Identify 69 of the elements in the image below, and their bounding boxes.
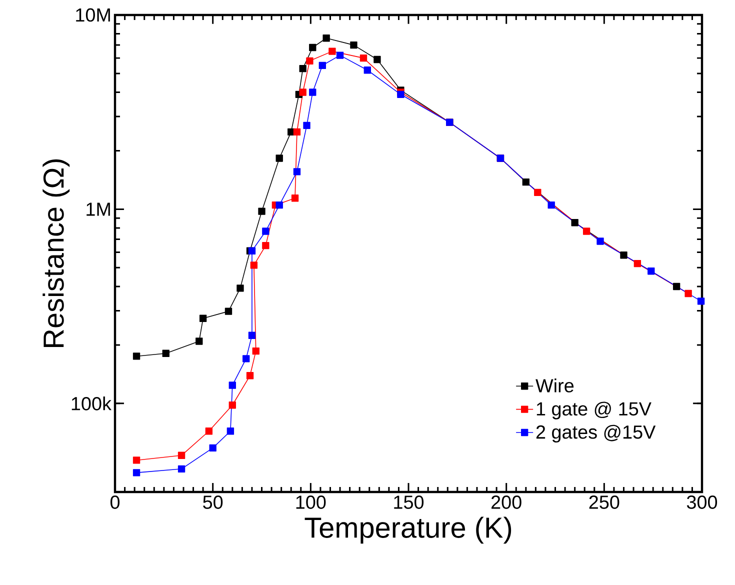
point [634,260,642,268]
x-axis-title: Temperature (K) [304,516,512,544]
point [571,219,578,226]
point [246,372,254,380]
y-tick-label: 1M [86,202,110,216]
x-tick-label: 300 [686,495,718,509]
point [684,290,692,298]
legend-label: 2 gates @15V [536,424,656,443]
point [199,314,207,322]
point [620,252,628,259]
x-tick-label: 0 [110,495,120,509]
x-tick-label: 50 [203,495,223,509]
point [250,262,258,269]
point [132,469,140,476]
point [293,128,301,136]
point [178,452,186,459]
point [224,308,232,315]
point [309,44,316,52]
point [328,48,336,55]
point [236,284,244,292]
point [276,154,283,162]
point [242,355,250,362]
point [196,338,203,345]
point [262,242,270,250]
point [374,56,381,64]
point [205,428,213,435]
point [697,298,705,305]
point [322,34,330,42]
point [303,122,310,130]
point [228,402,236,409]
point [596,238,604,245]
point [309,88,316,96]
legend-label: Wire [536,378,574,392]
point [276,201,283,209]
legend-label: 1 gate @ 15V [536,402,652,420]
x-tick-label: 200 [492,495,522,509]
point [299,88,306,96]
point [299,64,306,72]
point [318,62,326,69]
point [648,268,655,275]
x-tick-label: 250 [589,495,620,509]
y-tick-label: 10M [76,8,110,22]
point [132,352,140,360]
point [178,465,186,473]
point [258,208,266,215]
point [522,178,530,186]
point [534,188,542,196]
point [228,382,236,389]
point [364,66,372,74]
point [582,228,590,235]
point [291,194,299,202]
point [336,52,344,59]
point [209,444,216,452]
point [548,201,555,209]
point [226,428,234,435]
point [350,41,358,49]
point [672,282,680,290]
point [360,54,368,62]
point [132,456,140,464]
point [293,168,301,176]
point [248,332,256,339]
x-tick-label: 100 [296,495,326,509]
point [306,57,314,65]
y-tick-label: 100k [72,396,112,410]
point [162,350,170,357]
point [252,347,260,355]
x-tick-label: 150 [394,495,424,509]
point [262,228,270,235]
y-axis-title: Resistance (Ω) [42,159,70,347]
